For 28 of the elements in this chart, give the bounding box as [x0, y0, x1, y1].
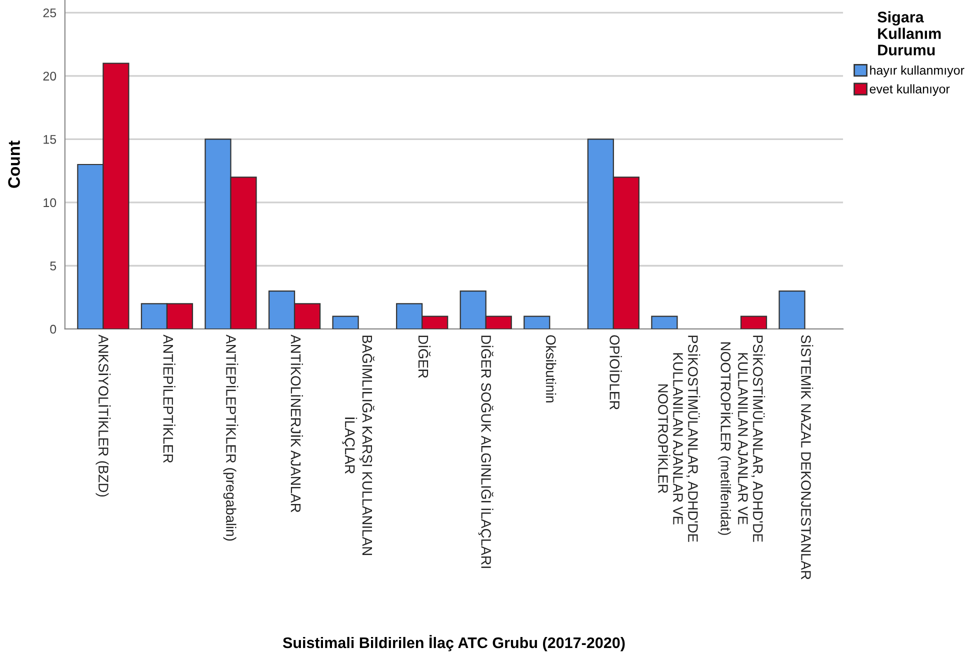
legend-title: Sigara Kullanım Durumu [878, 11, 941, 56]
bar [778, 290, 806, 329]
x-tick-label: OPİOİDLER [610, 335, 622, 410]
x-tick-label: PSİKOSTİMÜLANLAR, ADHD'DE KULLANILAN AJANLAR VE NOOTROPİKLER [658, 336, 700, 542]
bar [740, 316, 768, 329]
x-tick-label: BAĞIMLILIĞA KARŞI KULLANILAN İLAÇLAR [342, 336, 374, 555]
x-tick-label: ANTİEPİLEPTİKLER (pregabalin) [223, 334, 238, 541]
y-tick-label: 5 [50, 262, 56, 270]
x-tick-label: DİĞER SOĞUK ALGINLIĞI İLAÇLARI [478, 336, 494, 568]
x-tick-label: PSİKOSTİMÜLANLAR, ADHD'DE KULLANILAN AJANLAR VE NOOTROPİKLER (metilfenidat) [718, 336, 766, 542]
bar [524, 316, 550, 329]
x-tick-label: Oksibutinin [546, 335, 556, 402]
x-tick-label: ANTİKOLİNERJİK AJANLAR [290, 334, 303, 512]
y-tick-label: 25 [43, 8, 56, 18]
x-tick-label: DİĞER [418, 336, 431, 378]
x-axis-title: Suistimali Bildirilen İlaç ATC Grubu (2017-2020) [282, 634, 625, 652]
y-tick-label: 20 [43, 72, 56, 81]
y-tick-label: 15 [44, 135, 56, 144]
x-tick-label: ANKSİYOLİTİKLER (BZD) [96, 334, 111, 497]
legend-label: hayır kullanmıyor [870, 66, 964, 78]
x-tick-label: ANTİEPİLEPTİKLER [163, 334, 176, 463]
x-tick-label: SİSTEMİK NAZAL DEKONJESTANLAR [801, 335, 814, 580]
y-axis-title: Count [8, 140, 20, 188]
bar [332, 316, 359, 329]
legend-label: evet kullanıyor [870, 84, 950, 96]
bar [651, 316, 678, 329]
y-tick-label: 0 [50, 324, 56, 334]
y-tick-label: 10 [44, 198, 56, 208]
